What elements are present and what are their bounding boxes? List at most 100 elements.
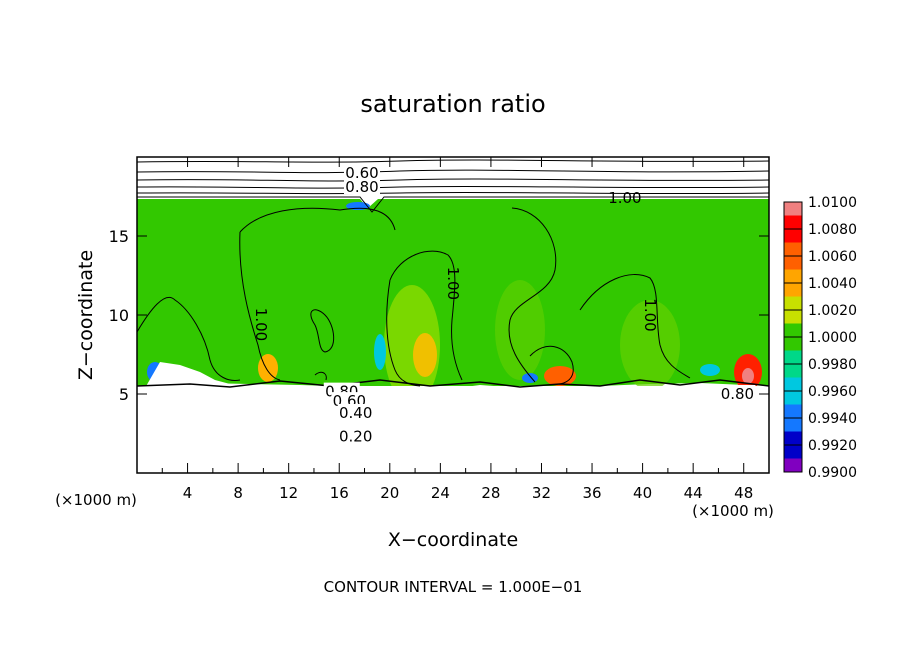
colorbar-label: 1.0080: [808, 222, 857, 238]
y-axis: 5 10 15: [109, 227, 769, 404]
contour-label: 1.00: [608, 189, 641, 207]
x-tick-label: 20: [380, 484, 399, 502]
contour-label: 0.20: [337, 427, 374, 446]
moist-patch: [742, 368, 754, 384]
contour-line: [137, 191, 769, 195]
x-unit-left: (×1000 m): [55, 491, 137, 509]
colorbar-segment: [784, 296, 802, 310]
colorbar-label: 1.0100: [808, 195, 857, 211]
contour-line: [137, 185, 769, 189]
upper-dry-layer: [137, 157, 769, 199]
x-tick-label: 4: [183, 484, 193, 502]
contour-label-text: 0.80: [721, 385, 754, 403]
moist-patch: [495, 280, 545, 380]
colorbar-label: 0.9980: [808, 357, 857, 373]
contour-line: [314, 371, 327, 381]
colorbar-segment: [784, 310, 802, 324]
colorbar-label: 1.0060: [808, 249, 857, 265]
colorbar-label: 0.9960: [808, 384, 857, 400]
colorbar-segment: [784, 404, 802, 418]
x-tick-label: 32: [532, 484, 551, 502]
x-tick-label: 48: [734, 484, 753, 502]
x-tick-label: 44: [684, 484, 703, 502]
contour-label-text: 1.00: [252, 308, 270, 341]
colorbar-label: 0.9900: [808, 465, 857, 481]
saturated-region: [137, 199, 769, 389]
contour-line: [137, 196, 769, 213]
x-tick-label: 12: [279, 484, 298, 502]
contour-label: 0.60: [343, 163, 380, 182]
moist-patch: [620, 300, 680, 390]
contour-label: 1.00: [641, 298, 659, 331]
contour-line: [579, 274, 691, 379]
dry-patch: [522, 373, 538, 383]
contour-line: [137, 296, 241, 381]
colorbar-label: 1.0040: [808, 276, 857, 292]
colorbar-segment: [784, 283, 802, 297]
colorbar-segment: [784, 350, 802, 364]
colorbar-label: 0.9940: [808, 411, 857, 427]
contour-line: [386, 279, 421, 387]
colorbar-segment: [784, 242, 802, 256]
contour-label-text: 0.20: [339, 428, 372, 446]
y-tick-label: 10: [109, 306, 129, 325]
colorbar-segment: [784, 229, 802, 243]
x-tick-label: 24: [431, 484, 450, 502]
x-tick-label: 16: [330, 484, 349, 502]
contour-label: 0.40: [337, 403, 374, 422]
saturation-field: [137, 157, 769, 473]
contour-labels: 0.600.801.001.001.001.000.800.600.400.20…: [252, 163, 756, 446]
contour-line: [508, 207, 557, 383]
colorbar-segment: [784, 256, 802, 270]
dry-patch: [374, 334, 386, 370]
contour-line: [137, 159, 769, 163]
cloud-base: [137, 379, 769, 388]
contour-label-text: 1.00: [641, 298, 659, 331]
colorbar-segment: [784, 391, 802, 405]
contour-label: 1.00: [444, 267, 462, 300]
dry-patch: [700, 364, 720, 376]
colorbar-segment: [784, 323, 802, 337]
contour-label-text: 0.60: [345, 164, 378, 182]
lower-dry-layer: [137, 386, 769, 473]
contour-line: [529, 345, 574, 385]
contour-label: 0.80: [719, 385, 756, 403]
colorbar-label: 1.0020: [808, 303, 857, 319]
contour-line: [137, 178, 769, 182]
colorbar-segment: [784, 337, 802, 351]
x-axis: 4 8 12 16 20 24 28 32 36 40 44 48: [161, 157, 753, 502]
contour-interval-note: CONTOUR INTERVAL = 1.000E−01: [324, 578, 583, 596]
x-unit-right: (×1000 m): [692, 502, 774, 520]
contour-label-text: 0.80: [345, 178, 378, 196]
contour-line: [137, 169, 769, 174]
contour-line: [310, 309, 335, 353]
x-tick-label: 36: [582, 484, 601, 502]
unsaturated-tongue: [145, 362, 245, 388]
contour-label: 0.80: [343, 178, 380, 196]
colorbar-segment: [784, 431, 802, 445]
x-tick-label: 40: [633, 484, 652, 502]
x-tick-label: 8: [233, 484, 243, 502]
contour-label-text: 0.40: [339, 404, 372, 422]
colorbar-segment: [784, 458, 802, 472]
colorbar-segment: [784, 364, 802, 378]
contour-line: [239, 207, 396, 381]
colorbar-segment: [784, 445, 802, 459]
colorbar: 1.0100 1.0080 1.0060 1.0040 1.0020 1.0000 0.99…: [783, 195, 857, 481]
colorbar-segment: [784, 215, 802, 229]
colorbar-segment: [784, 377, 802, 391]
y-tick-label: 15: [109, 227, 129, 246]
x-axis-label: X−coordinate: [388, 529, 518, 551]
y-axis-label: Z−coordinate: [75, 250, 97, 380]
contour-label-text: 1.00: [608, 189, 641, 207]
x-tick-label: 28: [481, 484, 500, 502]
contour-label-text: 1.00: [444, 267, 462, 300]
contour-label: 1.00: [252, 308, 270, 341]
colorbar-segment: [784, 202, 802, 216]
chart-title: saturation ratio: [360, 90, 545, 118]
moist-patch: [544, 366, 576, 386]
moist-patch: [413, 333, 437, 377]
contour-lines: [137, 159, 769, 387]
colorbar-segment: [784, 269, 802, 283]
